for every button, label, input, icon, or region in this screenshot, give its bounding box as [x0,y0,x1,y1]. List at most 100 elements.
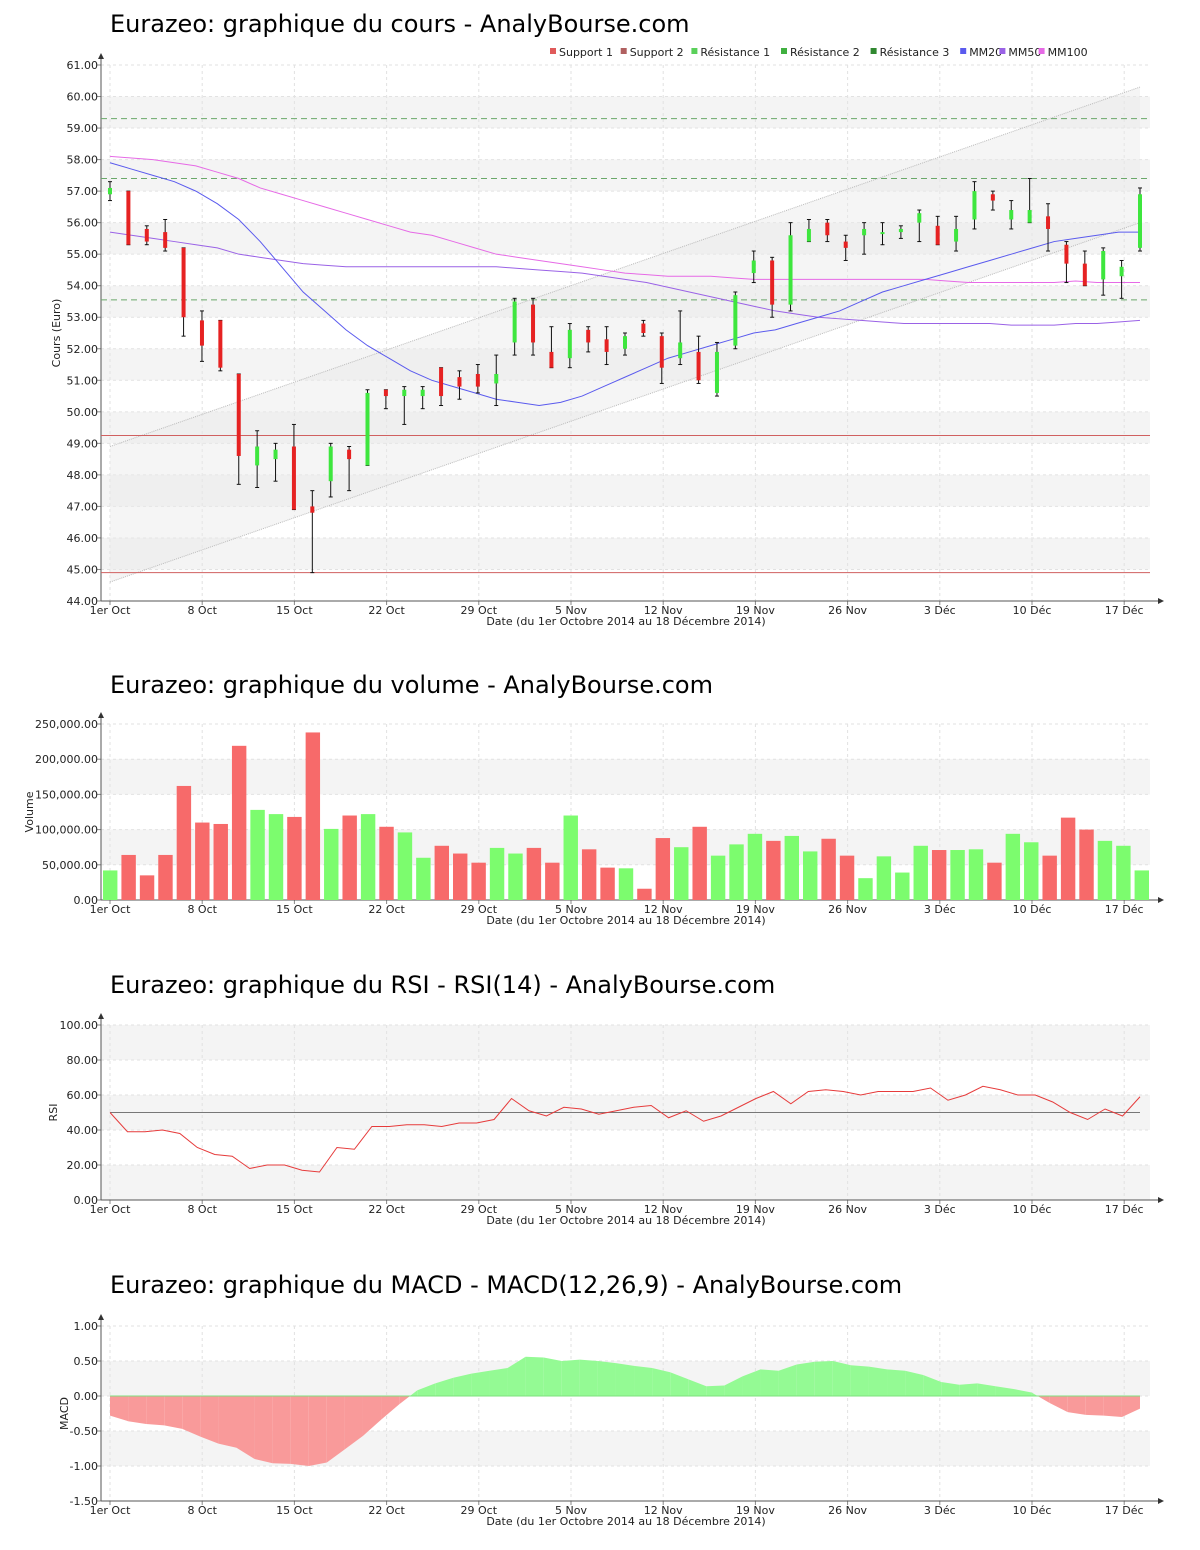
volume-bar [526,847,542,900]
y-tick-label: 150,000.00 [35,788,98,801]
x-tick-label: 19 Nov [736,903,775,916]
macd-area-segment [525,1356,544,1396]
legend-swatch [550,48,556,54]
x-tick-label: 1er Oct [90,903,131,916]
y-axis-label: Volume [23,791,36,832]
y-tick-label: 60.00 [67,1089,99,1102]
volume-bar [710,855,726,900]
y-axis-label: RSI [47,1104,60,1122]
y-tick-label: 100,000.00 [35,824,98,837]
x-tick-label: 5 Nov [555,604,587,617]
macd-area-segment [1037,1396,1050,1403]
macd-area-segment [597,1361,616,1396]
x-tick-label: 22 Oct [368,1504,405,1517]
x-tick-label: 22 Oct [368,1203,405,1216]
x-tick-label: 8 Oct [187,903,217,916]
y-tick-label: 80.00 [67,1054,99,1067]
macd-area-segment [995,1386,1014,1396]
candle-body [310,506,315,513]
volume-bar [563,815,578,900]
x-tick-label: 26 Nov [828,604,867,617]
volume-bar [747,833,763,900]
volume-bar [1005,833,1021,900]
y-axis-arrow [98,1314,104,1320]
candle-body [604,339,609,352]
grid-band [101,285,1150,318]
candle-body [954,228,959,242]
macd-area-segment [832,1361,851,1396]
x-tick-label: 19 Nov [736,1504,775,1517]
candle-body [641,323,646,333]
volume-bar [213,823,228,900]
legend-swatch [781,48,787,54]
x-tick-label: 29 Oct [461,903,498,916]
x-tick-label: 17 Déc [1105,1504,1144,1517]
candle-body [714,351,719,393]
volume-bar [416,857,431,900]
legend-entry: MM100 [1048,46,1088,59]
candle-body [659,336,664,368]
volume-bar [453,853,468,900]
x-tick-label: 5 Nov [555,1504,587,1517]
macd-area-segment [850,1365,869,1396]
candle-body [199,320,204,346]
grid-band [101,411,1150,444]
volume-bar [618,868,634,900]
volume-bar [268,814,284,900]
x-tick-label: 26 Nov [828,1203,867,1216]
candle-body [843,241,848,248]
y-tick-label: 47.00 [67,500,99,513]
candle-body [365,392,370,466]
macd-area-segment [941,1382,960,1396]
grid-band [101,1025,1150,1060]
y-tick-label: 200,000.00 [35,753,98,766]
y-tick-label: 44.00 [67,595,99,608]
volume-bar [729,844,744,900]
candle-body [586,329,591,343]
x-tick-label: 12 Nov [644,604,683,617]
candle-body [144,228,149,242]
x-tick-label: 22 Oct [368,604,405,617]
grid-band [101,159,1150,192]
candle-body [733,295,738,346]
candle-body [1046,216,1051,229]
candle-body [108,187,112,195]
candle-body [512,301,517,343]
macd-area-segment [760,1369,779,1396]
macd-area-segment [688,1379,707,1396]
volume-bar [176,785,192,900]
macd-area-segment [977,1383,996,1396]
macd-area-segment [1013,1389,1032,1396]
macd-area-segment [272,1396,291,1464]
macd-area-segment [959,1383,978,1396]
candle-body [457,377,462,387]
macd-area-segment [344,1396,363,1450]
macd-area-segment [905,1370,924,1396]
macd-area-segment [1049,1396,1068,1413]
candle-body [236,373,241,456]
candle-body [549,351,554,368]
volume-bar [139,875,155,900]
volume-bar [692,826,707,900]
volume-bar [803,851,818,900]
x-tick-label: 5 Nov [555,903,587,916]
volume-bar [324,828,339,900]
volume-chart: 0.00 50,000.00 100,000.00 150,000.00 200,000… [23,712,1164,927]
x-tick-label: 3 Déc [924,1504,956,1517]
candle-body [218,320,223,368]
x-tick-label: 29 Oct [461,604,498,617]
x-tick-label: 17 Déc [1105,903,1144,916]
legend-swatch [691,48,698,54]
x-axis-label: Date (du 1er Octobre 2014 au 18 Décembre… [486,914,765,927]
x-tick-label: 8 Oct [187,1203,217,1216]
volume-bar [545,862,560,900]
y-tick-label: -1.00 [70,1460,98,1473]
candle-body [181,247,186,318]
candle-body [328,446,333,482]
x-tick-label: 12 Nov [644,1504,683,1517]
macd-area-segment [634,1365,653,1396]
macd-area-segment [1067,1396,1086,1415]
macd-area-segment [507,1356,526,1396]
legend-entry: MM50 [1008,46,1041,59]
candle-body [678,342,683,359]
